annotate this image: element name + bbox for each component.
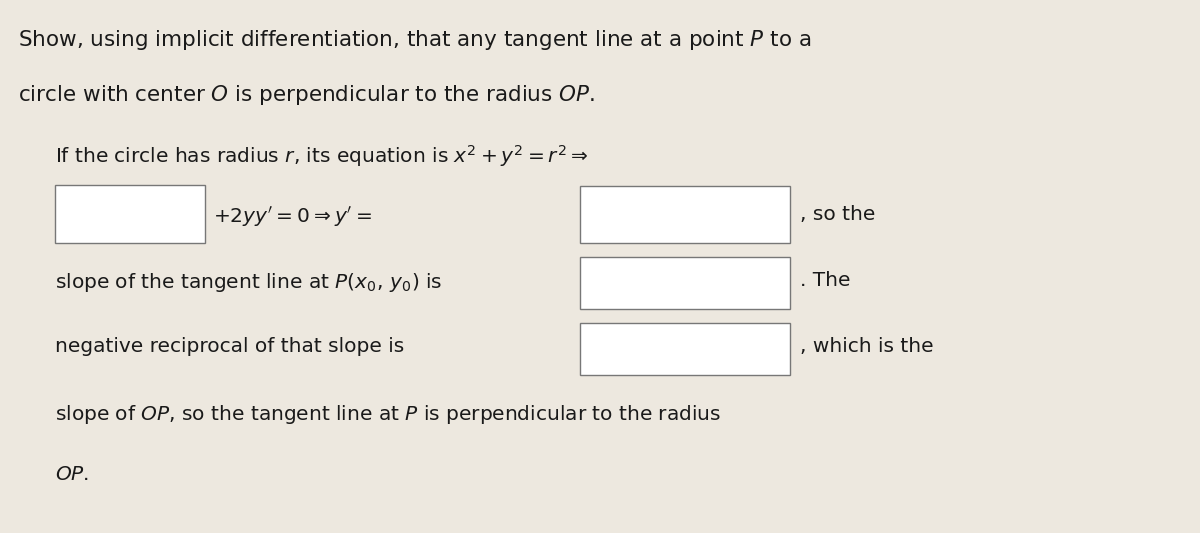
FancyBboxPatch shape bbox=[55, 185, 205, 243]
Text: negative reciprocal of that slope is: negative reciprocal of that slope is bbox=[55, 337, 404, 356]
FancyBboxPatch shape bbox=[580, 186, 790, 243]
Text: slope of the tangent line at $P(x_0,\,y_0)$ is: slope of the tangent line at $P(x_0,\,y_… bbox=[55, 271, 443, 294]
FancyBboxPatch shape bbox=[580, 257, 790, 309]
Text: slope of $\mathit{OP}$, so the tangent line at $\mathit{P}$ is perpendicular to : slope of $\mathit{OP}$, so the tangent l… bbox=[55, 403, 721, 426]
Text: $\mathit{OP}$.: $\mathit{OP}$. bbox=[55, 465, 89, 484]
Text: $+2yy'=0\Rightarrow y'=$: $+2yy'=0\Rightarrow y'=$ bbox=[214, 205, 372, 229]
FancyBboxPatch shape bbox=[580, 323, 790, 375]
Text: Show, using implicit differentiation, that any tangent line at a point $\mathit{: Show, using implicit differentiation, th… bbox=[18, 28, 811, 52]
Text: , so the: , so the bbox=[800, 205, 875, 224]
Text: If the circle has radius $r$, its equation is $x^2+y^2=r^2\Rightarrow$: If the circle has radius $r$, its equati… bbox=[55, 143, 588, 169]
Text: . The: . The bbox=[800, 271, 851, 290]
Text: circle with center $\mathit{O}$ is perpendicular to the radius $\mathit{OP}$.: circle with center $\mathit{O}$ is perpe… bbox=[18, 83, 595, 107]
Text: , which is the: , which is the bbox=[800, 337, 934, 356]
